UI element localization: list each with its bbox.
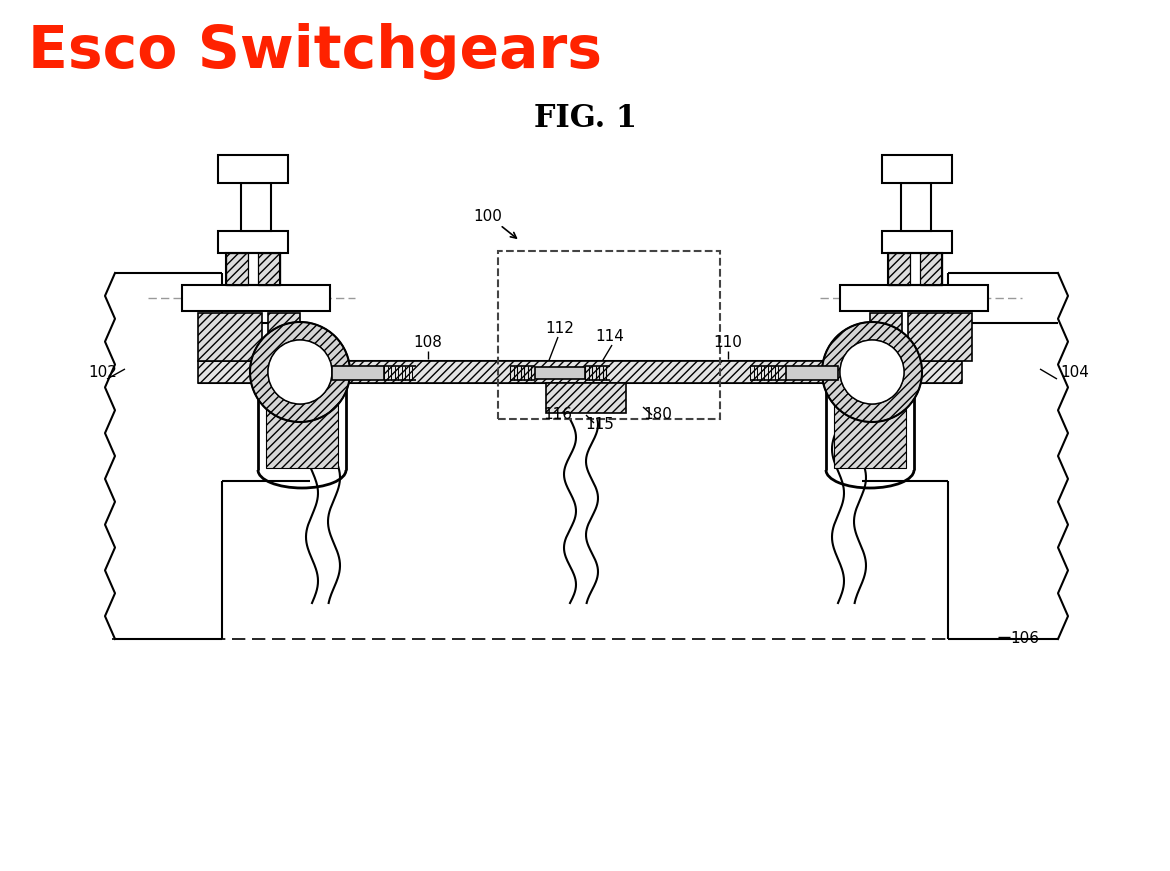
Bar	[882, 155, 952, 183]
Bar	[920, 253, 942, 285]
Text: 106: 106	[1010, 631, 1039, 646]
Bar	[535, 367, 585, 379]
Bar	[266, 393, 338, 468]
Text: Esco Switchgears: Esco Switchgears	[28, 23, 603, 80]
Bar	[908, 313, 972, 361]
Bar	[268, 313, 300, 361]
Bar	[834, 393, 906, 468]
Circle shape	[268, 340, 332, 404]
Bar	[183, 285, 330, 311]
Text: FIG. 1: FIG. 1	[534, 103, 636, 134]
Bar	[840, 285, 987, 311]
Text: 100: 100	[474, 209, 502, 224]
Text: 180: 180	[644, 407, 673, 422]
Circle shape	[840, 340, 904, 404]
Bar	[218, 155, 288, 183]
Text: 116: 116	[544, 407, 572, 422]
Bar	[226, 253, 280, 285]
Bar	[888, 253, 942, 285]
Bar	[198, 361, 962, 383]
Bar	[888, 253, 910, 285]
Text: 110: 110	[714, 335, 743, 350]
Bar	[901, 183, 931, 231]
Bar	[259, 253, 280, 285]
Bar	[870, 313, 902, 361]
Wedge shape	[250, 322, 350, 422]
Text: 115: 115	[585, 417, 614, 432]
Bar	[226, 253, 248, 285]
Bar	[332, 366, 384, 380]
Text: 104: 104	[1060, 365, 1089, 380]
Text: 112: 112	[545, 321, 574, 336]
Wedge shape	[823, 322, 922, 422]
Bar	[882, 231, 952, 253]
Bar	[546, 383, 626, 413]
Text: 102: 102	[88, 365, 117, 380]
Text: 108: 108	[413, 335, 442, 350]
Bar	[498, 251, 720, 419]
Bar	[218, 231, 288, 253]
Bar	[241, 183, 271, 231]
Bar	[786, 366, 838, 380]
Bar	[198, 313, 262, 361]
Text: 114: 114	[596, 329, 625, 344]
